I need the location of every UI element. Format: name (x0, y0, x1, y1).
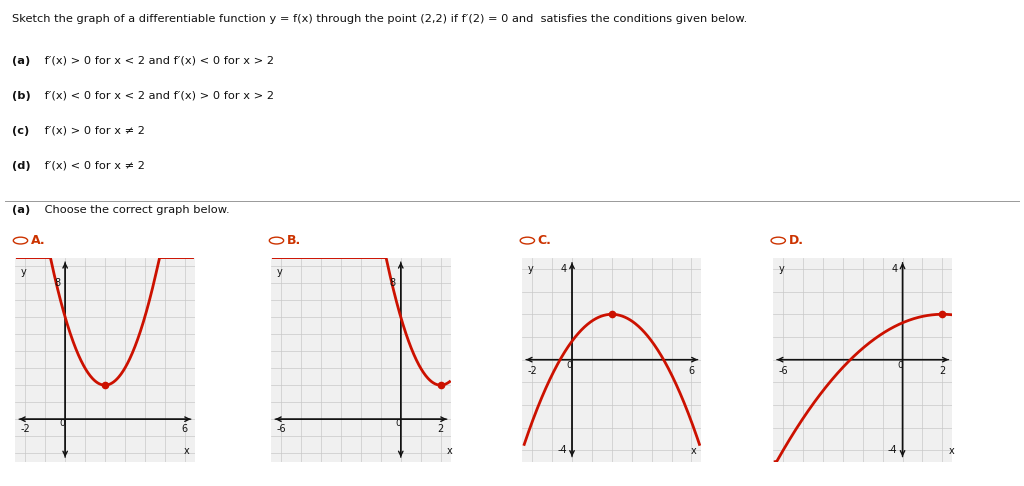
Text: 6: 6 (181, 424, 187, 434)
Text: y: y (527, 264, 534, 274)
Text: -6: -6 (276, 424, 286, 434)
Text: 2: 2 (939, 366, 945, 377)
Text: y: y (20, 267, 27, 278)
Text: (d): (d) (12, 161, 31, 171)
Text: x: x (446, 446, 453, 455)
Text: (a): (a) (12, 205, 31, 215)
Text: (b): (b) (12, 91, 31, 101)
Text: 0: 0 (59, 419, 66, 428)
Text: 0: 0 (897, 361, 903, 370)
Text: f′(x) > 0 for x < 2 and f′(x) < 0 for x > 2: f′(x) > 0 for x < 2 and f′(x) < 0 for x … (41, 56, 274, 66)
Text: C.: C. (538, 234, 552, 247)
Text: f′(x) > 0 for x ≠ 2: f′(x) > 0 for x ≠ 2 (41, 126, 144, 136)
Text: 2: 2 (437, 424, 443, 434)
Text: y: y (778, 264, 784, 274)
Text: x: x (691, 446, 697, 455)
Text: -6: -6 (778, 366, 787, 377)
Text: Choose the correct graph below.: Choose the correct graph below. (41, 205, 229, 215)
Text: B.: B. (287, 234, 301, 247)
Text: 4: 4 (561, 264, 567, 274)
Text: 0: 0 (566, 361, 572, 370)
Text: -4: -4 (888, 445, 898, 455)
Text: -2: -2 (527, 366, 537, 377)
Text: -4: -4 (557, 445, 567, 455)
Text: 8: 8 (390, 278, 396, 288)
Text: (c): (c) (12, 126, 30, 136)
Text: 8: 8 (54, 278, 60, 288)
Text: x: x (184, 446, 190, 455)
Text: -2: -2 (20, 424, 30, 434)
Text: Sketch the graph of a differentiable function y = f(x) through the point (2,2) i: Sketch the graph of a differentiable fun… (12, 14, 748, 24)
Text: (a): (a) (12, 56, 31, 66)
Text: 0: 0 (395, 419, 401, 428)
Text: f′(x) < 0 for x ≠ 2: f′(x) < 0 for x ≠ 2 (41, 161, 144, 171)
Text: y: y (276, 267, 283, 278)
Text: D.: D. (788, 234, 804, 247)
Text: A.: A. (31, 234, 45, 247)
Text: 6: 6 (688, 366, 694, 377)
Text: x: x (948, 446, 954, 455)
Text: 4: 4 (892, 264, 898, 274)
Text: f′(x) < 0 for x < 2 and f′(x) > 0 for x > 2: f′(x) < 0 for x < 2 and f′(x) > 0 for x … (41, 91, 274, 101)
